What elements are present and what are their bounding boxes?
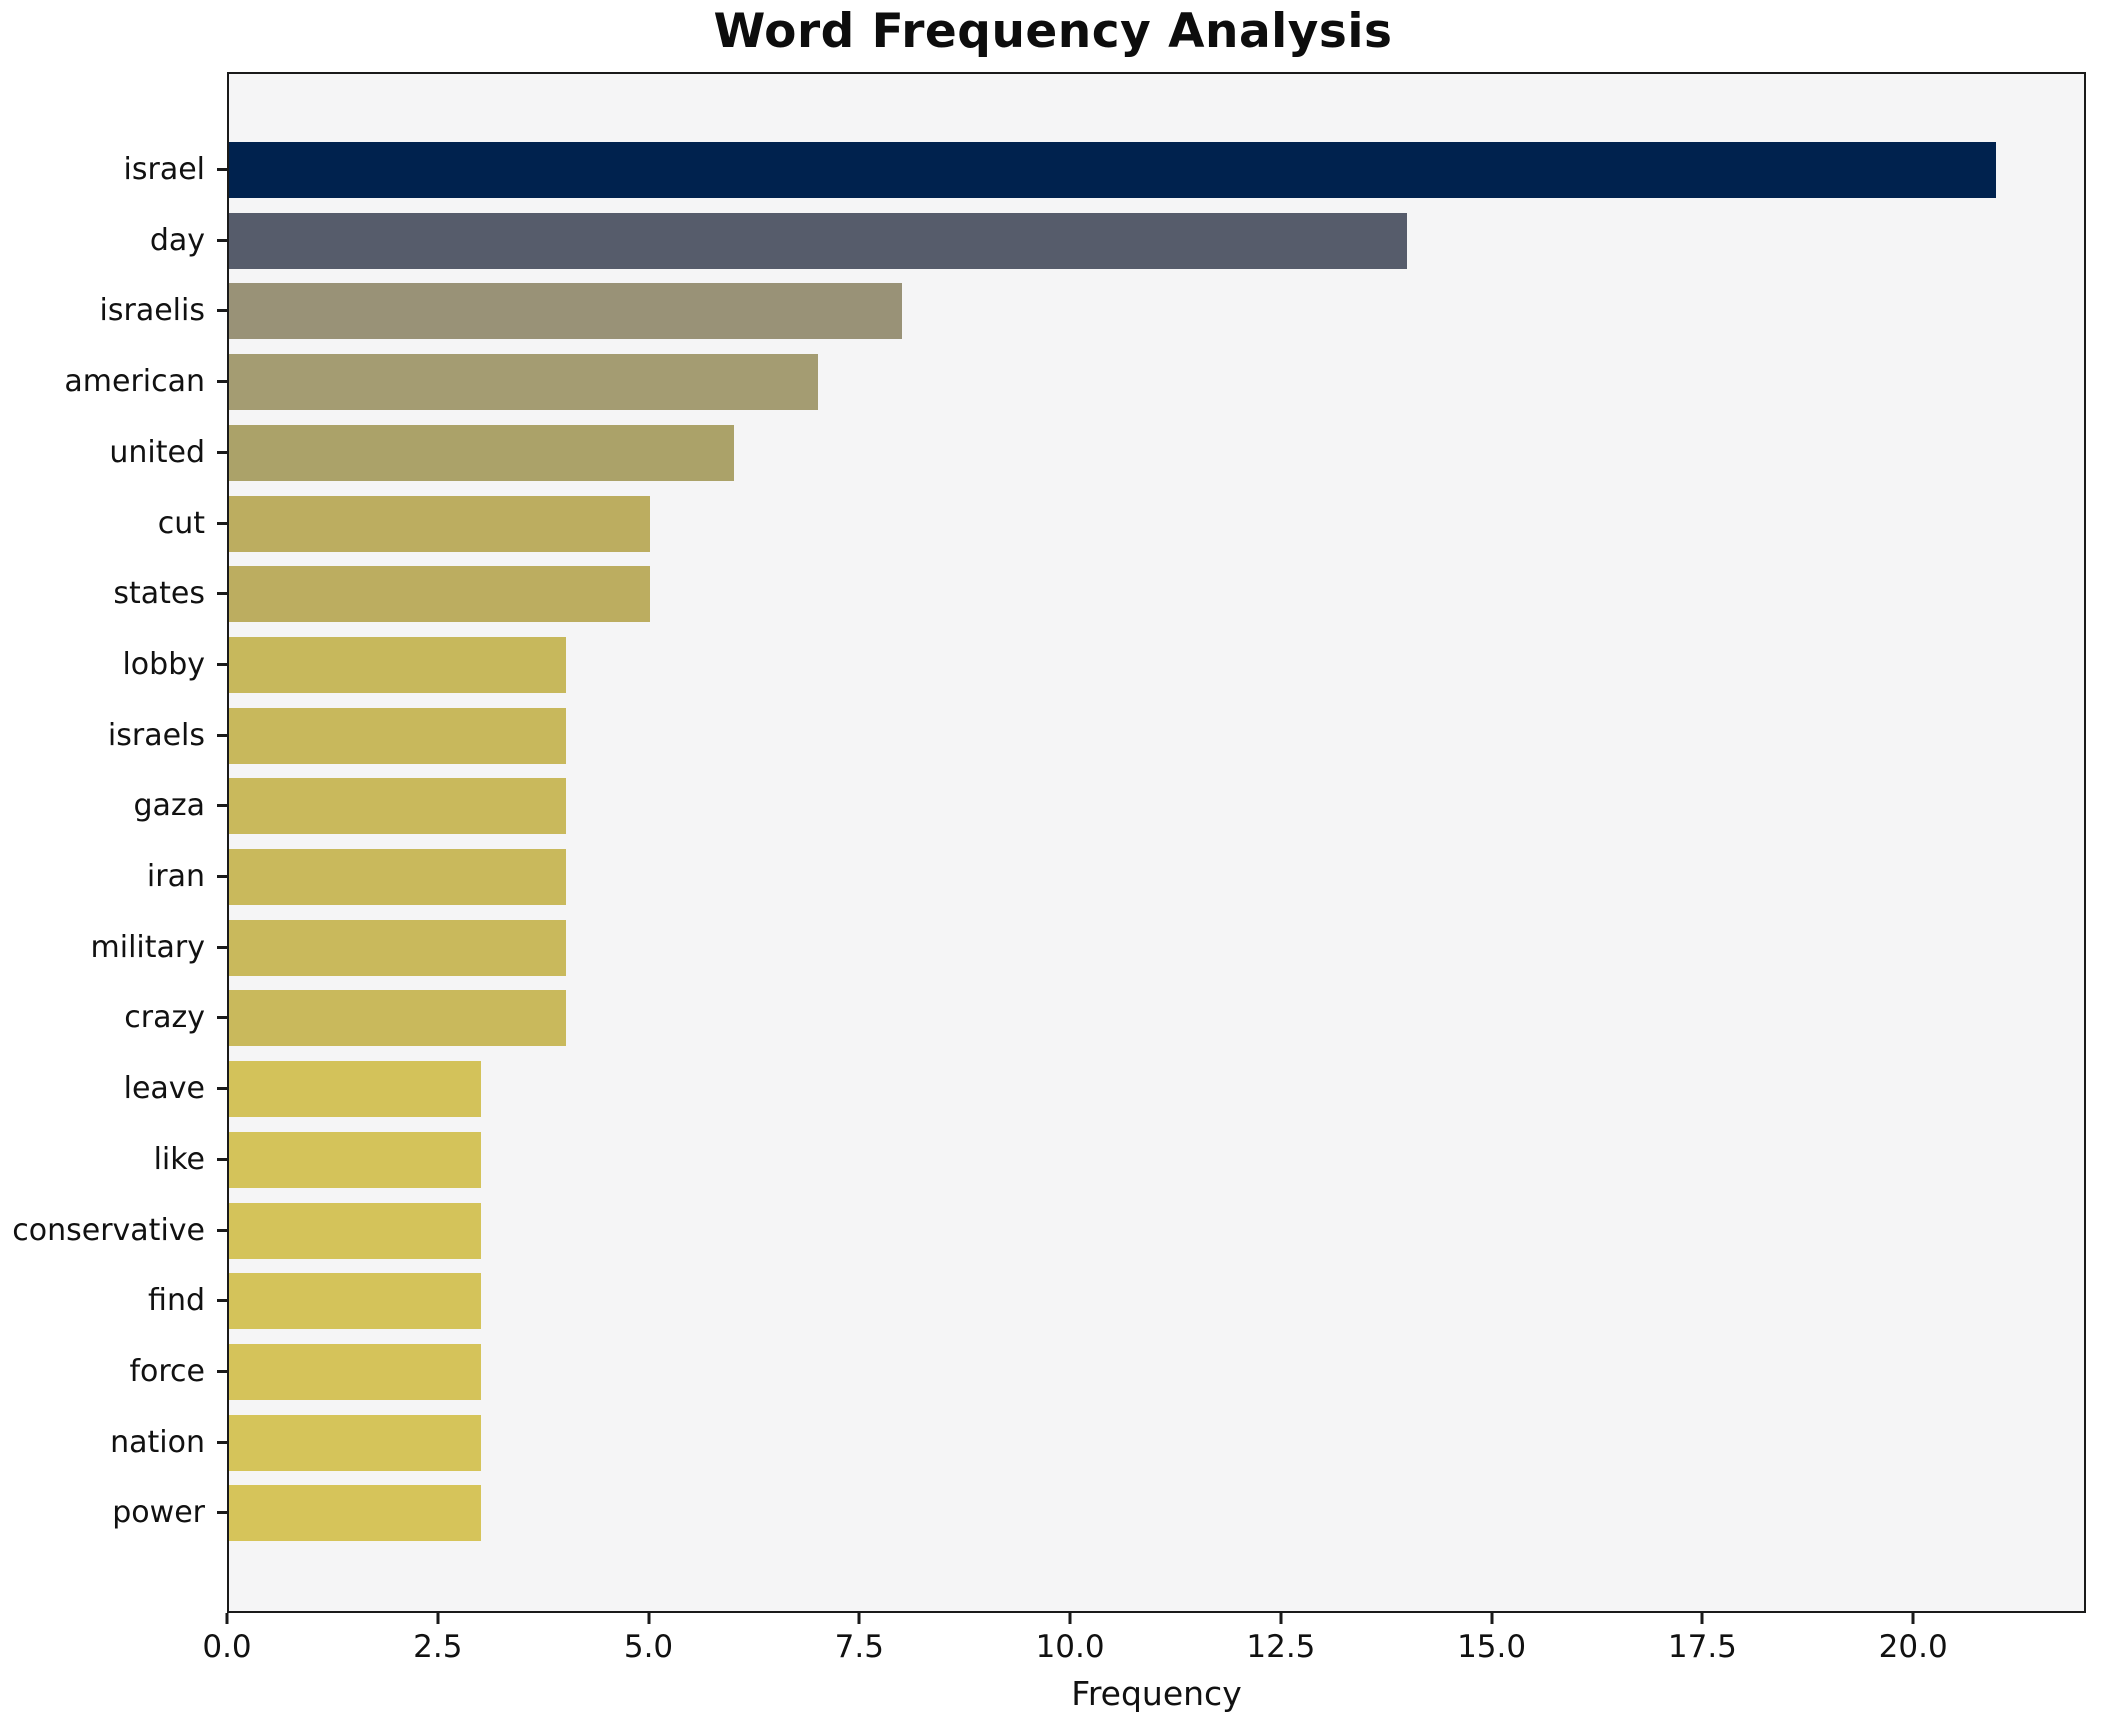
- chart-title: Word Frequency Analysis: [713, 4, 1393, 59]
- category-label: gaza: [133, 788, 205, 823]
- x-tick-mark: [1279, 1613, 1283, 1624]
- y-tick-mark: [217, 380, 227, 383]
- category-label: leave: [123, 1071, 205, 1106]
- category-label: israelis: [99, 293, 205, 328]
- category-label: power: [112, 1495, 205, 1530]
- x-tick-mark: [857, 1613, 861, 1624]
- y-tick-mark: [217, 1158, 227, 1161]
- x-tick-mark: [1068, 1613, 1072, 1624]
- y-tick-mark: [217, 1087, 227, 1090]
- y-tick-mark: [217, 309, 227, 312]
- category-label: nation: [110, 1425, 205, 1460]
- x-tick-mark: [1490, 1613, 1494, 1624]
- x-tick-mark: [436, 1613, 440, 1624]
- x-tick-label: 17.5: [1667, 1629, 1737, 1665]
- y-tick-mark: [217, 1370, 227, 1373]
- category-label: find: [148, 1283, 205, 1318]
- x-tick-label: 0.0: [202, 1629, 252, 1665]
- x-tick-mark: [647, 1613, 650, 1624]
- y-tick-mark: [217, 1016, 227, 1019]
- y-tick-mark: [217, 1511, 227, 1514]
- y-tick-mark: [217, 522, 227, 525]
- y-tick-mark: [217, 1229, 227, 1232]
- category-label: military: [90, 930, 205, 965]
- y-tick-mark: [217, 592, 227, 595]
- category-label: lobby: [122, 647, 205, 682]
- y-tick-mark: [217, 1299, 227, 1302]
- category-label: states: [113, 576, 205, 611]
- y-tick-mark: [217, 804, 227, 807]
- category-label: american: [64, 364, 205, 399]
- x-axis-label: Frequency: [1071, 1674, 1242, 1713]
- x-tick-label: 7.5: [834, 1629, 884, 1665]
- category-label: force: [129, 1354, 205, 1389]
- y-tick-mark: [217, 663, 227, 666]
- x-tick-mark: [225, 1613, 229, 1624]
- category-label: united: [109, 435, 205, 470]
- category-label: cut: [157, 506, 205, 541]
- y-tick-mark: [217, 168, 227, 171]
- plot-area: [227, 72, 2086, 1613]
- y-tick-mark: [217, 946, 227, 949]
- category-label: conservative: [12, 1213, 205, 1248]
- x-tick-label: 5.0: [623, 1629, 674, 1665]
- x-tick-mark: [1911, 1613, 1915, 1624]
- x-tick-label: 2.5: [413, 1629, 463, 1665]
- category-label: crazy: [124, 1000, 205, 1035]
- y-tick-mark: [217, 734, 227, 737]
- y-tick-mark: [217, 239, 227, 242]
- x-tick-label: 20.0: [1878, 1629, 1948, 1665]
- y-tick-mark: [217, 875, 227, 878]
- category-label: iran: [146, 859, 205, 894]
- y-tick-mark: [217, 451, 227, 454]
- x-tick-mark: [1700, 1613, 1704, 1624]
- category-label: like: [153, 1142, 205, 1177]
- x-tick-label: 12.5: [1246, 1629, 1316, 1665]
- y-tick-mark: [217, 1441, 227, 1444]
- category-label: day: [149, 223, 205, 258]
- category-label: israel: [123, 152, 205, 187]
- category-label: israels: [107, 718, 205, 753]
- x-tick-label: 15.0: [1457, 1629, 1527, 1665]
- x-tick-label: 10.0: [1035, 1629, 1105, 1665]
